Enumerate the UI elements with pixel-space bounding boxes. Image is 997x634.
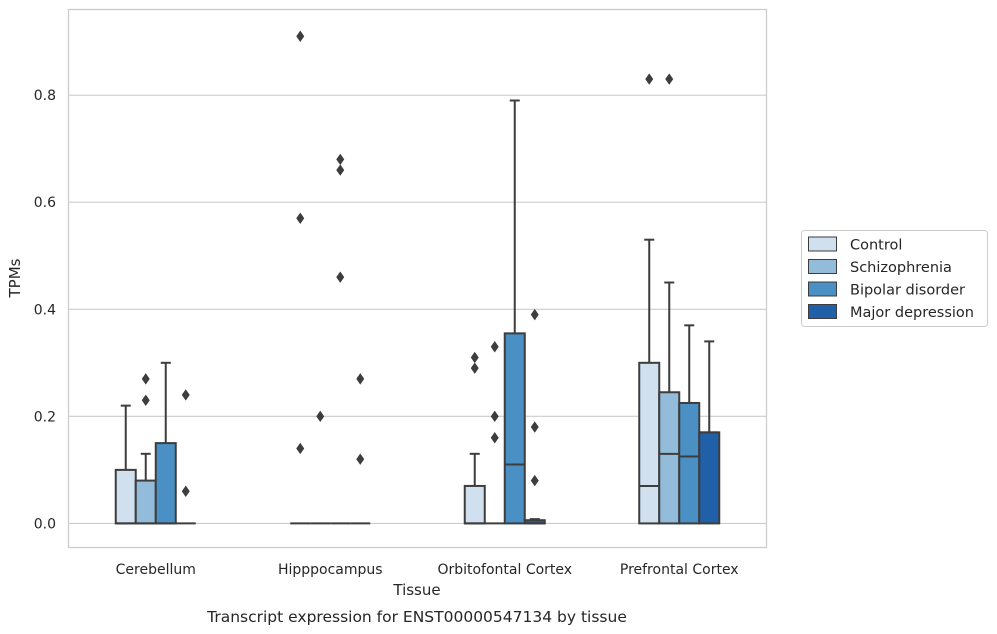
outlier-point	[530, 421, 539, 433]
legend-frame	[801, 230, 988, 327]
box-body	[698, 431, 721, 525]
legend-swatch	[808, 236, 837, 252]
y-tick-label: 0.8	[34, 88, 56, 104]
outlier-point	[530, 474, 539, 487]
outlier-point	[490, 341, 499, 353]
plot-frame	[67, 8, 768, 549]
legend-items: Control Schizophrenia Bipolar disorder Majo…	[808, 236, 974, 321]
x-tick-label: Cerebellum	[116, 562, 196, 578]
x-tick-label: Hipppocampus	[278, 562, 383, 578]
x-axis-ticks: Cerebellum Hipppocampus Orbitofontal Corte…	[116, 562, 739, 578]
box	[463, 452, 486, 525]
chart-caption: Transcript expression for ENST0000054713…	[206, 608, 627, 626]
box	[638, 238, 661, 525]
y-tick-label: 0.4	[34, 302, 56, 318]
outlier-point	[141, 373, 150, 385]
x-tick-label: Prefrontal Cortex	[620, 562, 739, 578]
outlier-point	[296, 30, 305, 42]
box	[503, 99, 526, 525]
legend-swatch	[808, 281, 837, 297]
y-tick-label: 0.0	[34, 516, 56, 532]
box-body	[154, 442, 177, 525]
box	[134, 452, 157, 525]
outlier-point	[490, 432, 499, 444]
outlier-point	[470, 351, 479, 364]
legend-swatch	[808, 259, 837, 274]
outlier-point	[336, 271, 345, 283]
legend-swatch	[808, 304, 837, 319]
box-body	[114, 468, 137, 525]
box	[658, 281, 681, 525]
legend-label: Schizophrenia	[850, 260, 952, 276]
outlier-point	[181, 485, 190, 497]
box-body	[678, 401, 701, 525]
y-tick-label: 0.6	[34, 195, 56, 211]
box-body	[463, 484, 486, 525]
box-body	[134, 479, 157, 525]
outlier-point	[296, 212, 305, 224]
x-axis-label: Tissue	[392, 581, 440, 599]
outlier-point	[356, 453, 365, 465]
boxes	[114, 99, 721, 525]
outlier-point	[316, 410, 325, 423]
y-axis-label: TPMs	[6, 258, 24, 298]
outlier-point	[470, 362, 479, 374]
legend-label: Control	[850, 238, 902, 254]
box	[114, 404, 137, 525]
y-axis-ticks: 0.0 0.2 0.4 0.6 0.8	[34, 88, 56, 532]
box	[154, 361, 177, 525]
outlier-point	[141, 394, 150, 406]
outlier-point	[356, 373, 365, 385]
outliers	[141, 30, 674, 497]
outlier-point	[645, 73, 654, 85]
outlier-point	[530, 308, 539, 321]
outlier-point	[490, 410, 499, 423]
box-body	[658, 391, 681, 525]
box	[523, 518, 546, 525]
legend: Control Schizophrenia Bipolar disorder Majo…	[801, 230, 988, 327]
x-tick-label: Orbitofontal Cortex	[437, 562, 572, 578]
outlier-point	[336, 164, 345, 176]
box-body	[638, 361, 661, 525]
box	[678, 324, 701, 525]
box-body	[503, 332, 526, 525]
box	[698, 340, 721, 525]
outlier-point	[296, 442, 305, 455]
outlier-point	[665, 73, 674, 85]
y-tick-label: 0.2	[34, 409, 56, 425]
outlier-point	[181, 389, 190, 401]
legend-label: Major depression	[850, 305, 974, 321]
outlier-point	[336, 153, 345, 166]
legend-label: Bipolar disorder	[850, 283, 965, 299]
